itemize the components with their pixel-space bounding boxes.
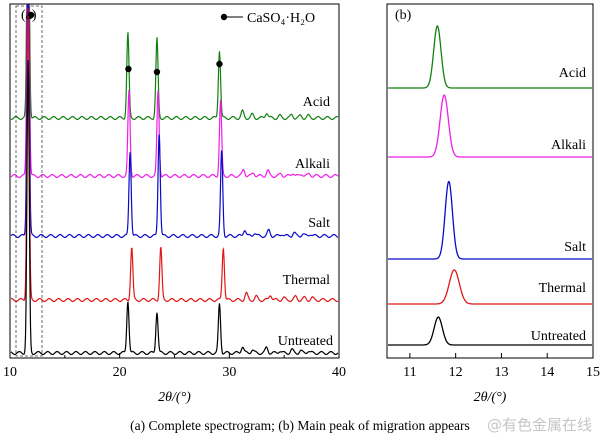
peak-label-acid: Acid	[559, 66, 586, 81]
series-label-salt: Salt	[308, 216, 330, 231]
watermark: @有色金属在线	[486, 416, 592, 434]
series-label-alkali: Alkali	[295, 157, 330, 172]
x-axis-label-b: 2θ/(°)	[474, 390, 507, 405]
x-tick-label-b: 13	[494, 365, 508, 380]
series-label-acid: Acid	[303, 95, 330, 110]
panel-b: Acid Alkali Salt Thermal Untreated (b) 11 12 13 1…	[386, 3, 600, 405]
legend-label: CaSO₄·H₂O	[247, 11, 315, 26]
peak-label-alkali: Alkali	[551, 138, 586, 153]
x-axis-label-a: 2θ/(°)	[158, 390, 191, 405]
series-line-acid	[11, 4, 339, 121]
x-tick-label-b: 11	[403, 365, 416, 380]
series-line-untreated	[10, 60, 339, 356]
series-label-untreated: Untreated	[278, 334, 333, 349]
plot-frame-a	[9, 3, 340, 359]
peak-marker-dot	[216, 60, 223, 68]
panel-label-a: (a)	[21, 8, 37, 23]
x-tick-label-a: 30	[222, 365, 236, 380]
series-label-thermal: Thermal	[283, 273, 331, 288]
peak-label-untreated: Untreated	[531, 329, 586, 344]
plot-frame-b	[386, 3, 594, 359]
x-tick-label-b: 14	[540, 365, 554, 380]
peak-line-untreated	[388, 316, 592, 346]
peak-line-salt	[388, 180, 592, 260]
peak-marker-dot	[27, 11, 35, 19]
peak-label-salt: Salt	[564, 240, 586, 255]
peak-marker-dot	[153, 68, 161, 76]
series-line-alkali	[10, 4, 339, 179]
peak-marker-dot	[125, 65, 132, 73]
series-line-salt	[10, 4, 339, 239]
x-tick-label-b: 12	[449, 365, 463, 380]
figure-caption: (a) Complete spectrogram; (b) Main peak …	[130, 418, 470, 433]
peak-line-acid	[388, 25, 592, 89]
dashed-selection-box	[15, 5, 43, 357]
x-tick-label-a: 40	[332, 365, 346, 380]
peak-label-thermal: Thermal	[539, 281, 587, 296]
x-tick-label-b: 15	[586, 365, 600, 380]
peak-line-alkali	[388, 94, 592, 158]
peak-line-thermal	[388, 269, 592, 305]
panel-label-b: (b)	[395, 8, 412, 23]
panel-a: Acid Alkali Salt Thermal Untreated (a) CaSO₄·H…	[3, 3, 346, 405]
x-tick-label-a: 10	[3, 365, 17, 380]
series-line-thermal	[10, 8, 339, 303]
x-tick-label-a: 20	[113, 365, 127, 380]
